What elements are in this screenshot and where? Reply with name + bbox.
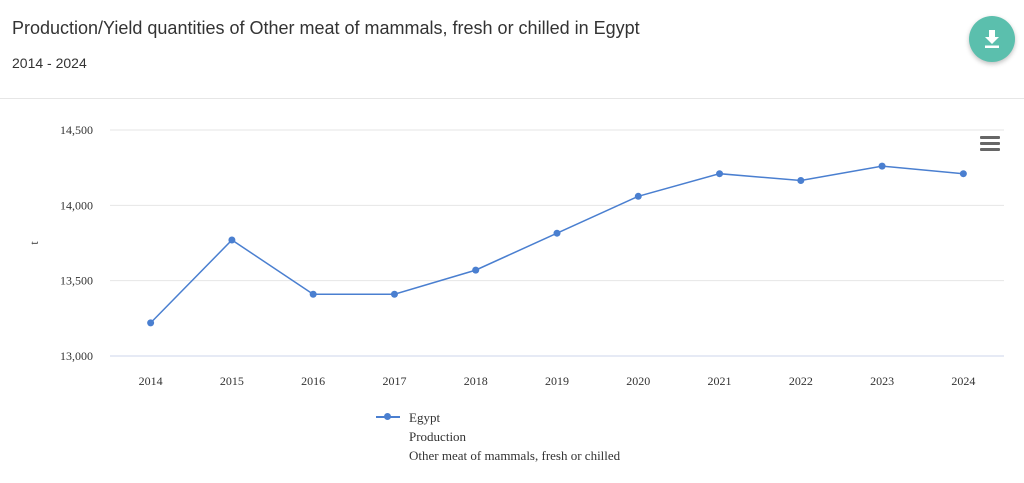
chart-title: Production/Yield quantities of Other mea… [12, 18, 640, 38]
series-points [147, 162, 967, 327]
x-tick-label: 2016 [301, 374, 325, 388]
y-tick-label: 13,500 [60, 274, 93, 288]
data-point[interactable] [390, 290, 398, 298]
data-point[interactable] [797, 176, 805, 184]
y-tick-label: 14,500 [60, 123, 93, 137]
legend-series-name: Egypt [409, 410, 441, 425]
data-point[interactable] [228, 236, 236, 244]
hamburger-menu-icon [980, 142, 1000, 145]
y-tick-label: 13,000 [60, 349, 93, 363]
data-point[interactable] [472, 266, 480, 274]
data-point[interactable] [959, 170, 967, 178]
legend-dot-marker [384, 413, 391, 420]
y-axis-ticks: 13,000 13,500 14,000 14,500 [60, 123, 93, 363]
x-tick-label: 2020 [626, 374, 650, 388]
hamburger-menu-icon [980, 148, 1000, 151]
data-point[interactable] [878, 162, 886, 170]
x-tick-label: 2015 [220, 374, 244, 388]
y-tick-label: 14,000 [60, 198, 93, 212]
x-tick-label: 2018 [464, 374, 488, 388]
x-tick-label: 2024 [951, 374, 975, 388]
data-point[interactable] [716, 170, 724, 178]
data-point[interactable] [309, 290, 317, 298]
hamburger-menu-icon [980, 136, 1000, 139]
download-button[interactable] [969, 16, 1015, 62]
legend-label: Egypt Production Other meat of mammals, … [409, 408, 620, 465]
y-axis-title: t [27, 241, 41, 245]
x-tick-label: 2019 [545, 374, 569, 388]
grid-lines [110, 129, 1004, 357]
chart-subtitle: 2014 - 2024 [12, 55, 87, 71]
series-line-egypt [150, 165, 964, 324]
legend-element: Production [409, 429, 467, 444]
header-divider [0, 98, 1024, 99]
chart-menu-button[interactable] [978, 134, 1002, 154]
data-point[interactable] [553, 229, 561, 237]
x-tick-label: 2017 [382, 374, 406, 388]
x-tick-label: 2014 [139, 374, 163, 388]
legend-item: Other meat of mammals, fresh or chilled [409, 448, 621, 463]
x-tick-label: 2023 [870, 374, 894, 388]
data-point[interactable] [147, 319, 155, 327]
download-icon [985, 30, 999, 48]
data-point[interactable] [634, 192, 642, 200]
x-axis-ticks: 2014 2015 2016 2017 2018 2019 2020 2021 2022 2023… [139, 374, 976, 388]
x-tick-label: 2022 [789, 374, 813, 388]
x-tick-label: 2021 [708, 374, 732, 388]
